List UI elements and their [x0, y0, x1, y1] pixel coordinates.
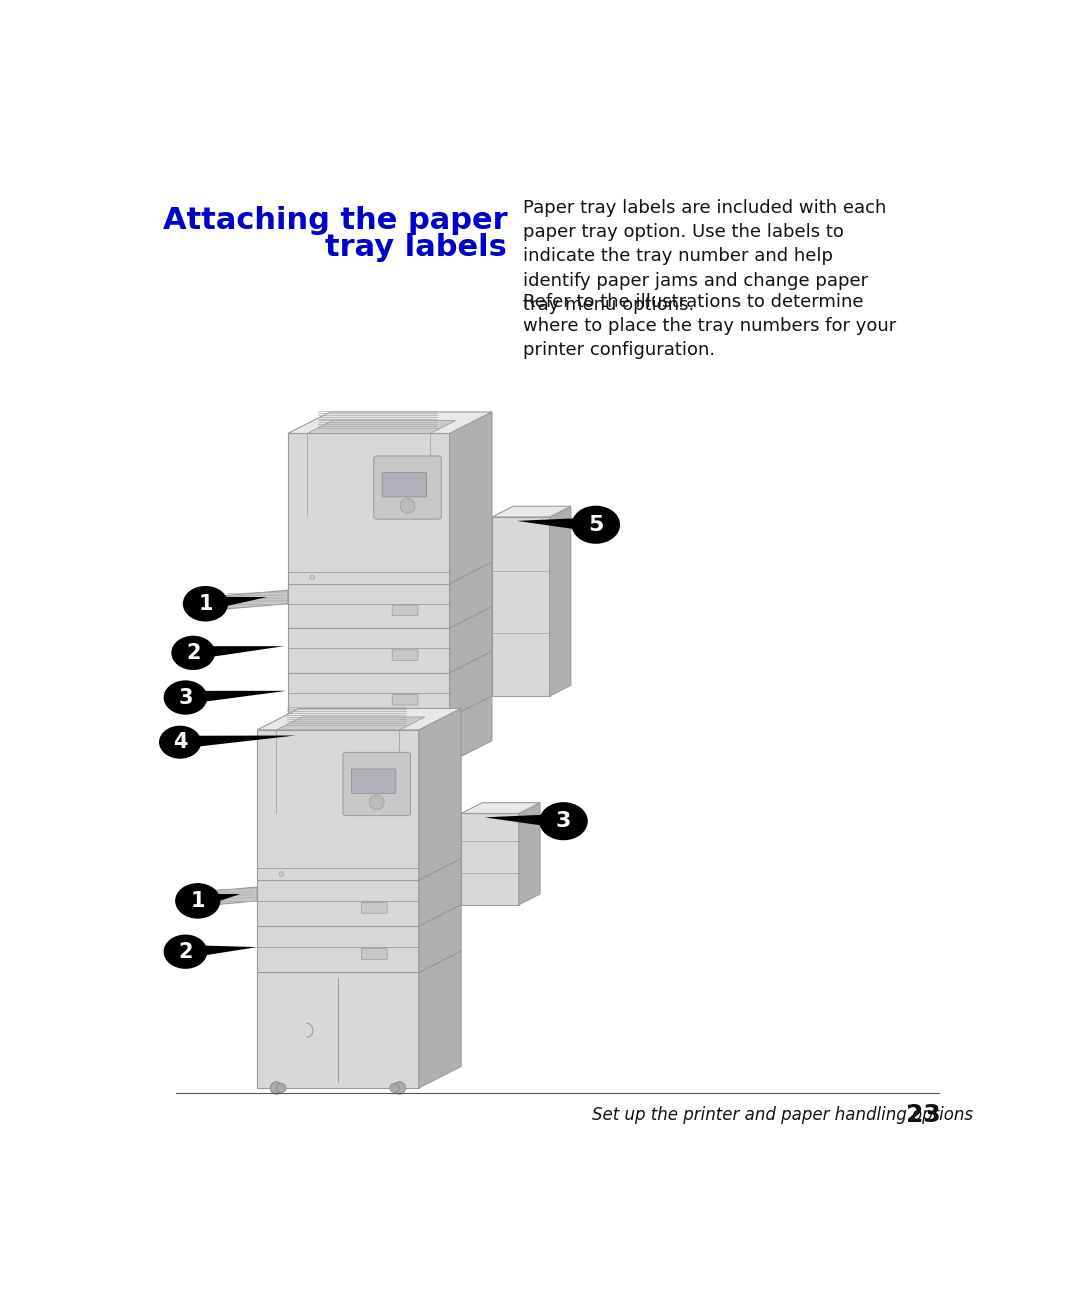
Polygon shape: [491, 517, 550, 696]
Polygon shape: [419, 905, 461, 972]
Polygon shape: [257, 730, 419, 880]
FancyBboxPatch shape: [374, 456, 442, 520]
Polygon shape: [185, 691, 286, 704]
Ellipse shape: [571, 505, 620, 544]
Circle shape: [414, 758, 421, 766]
Ellipse shape: [163, 680, 207, 714]
Polygon shape: [517, 517, 596, 533]
Circle shape: [276, 1083, 286, 1093]
Polygon shape: [485, 814, 564, 828]
FancyBboxPatch shape: [392, 605, 418, 616]
FancyBboxPatch shape: [392, 649, 418, 661]
Circle shape: [310, 575, 314, 579]
Polygon shape: [307, 421, 456, 433]
Ellipse shape: [159, 726, 201, 758]
Ellipse shape: [183, 586, 228, 622]
Text: 1: 1: [190, 890, 205, 911]
Text: 3: 3: [178, 687, 192, 708]
Text: 5: 5: [589, 515, 604, 535]
FancyBboxPatch shape: [392, 695, 418, 705]
FancyBboxPatch shape: [351, 769, 396, 793]
FancyBboxPatch shape: [382, 473, 427, 496]
Polygon shape: [276, 717, 424, 730]
FancyBboxPatch shape: [362, 902, 387, 914]
Circle shape: [400, 499, 415, 513]
Polygon shape: [185, 945, 257, 958]
Text: tray labels: tray labels: [325, 233, 508, 262]
Text: 23: 23: [906, 1103, 941, 1128]
Polygon shape: [288, 673, 449, 718]
Ellipse shape: [539, 802, 588, 840]
Text: 2: 2: [178, 942, 192, 962]
FancyBboxPatch shape: [362, 949, 387, 959]
Polygon shape: [419, 858, 461, 927]
Polygon shape: [179, 736, 296, 749]
Polygon shape: [205, 597, 267, 610]
Polygon shape: [449, 607, 491, 673]
Polygon shape: [288, 629, 449, 673]
Polygon shape: [419, 709, 461, 880]
Ellipse shape: [175, 883, 220, 919]
Text: 3: 3: [556, 811, 571, 831]
Polygon shape: [218, 591, 288, 609]
Polygon shape: [461, 802, 540, 814]
Text: Set up the printer and paper handling options: Set up the printer and paper handling op…: [592, 1105, 973, 1124]
Polygon shape: [288, 412, 491, 433]
Polygon shape: [550, 507, 571, 696]
Polygon shape: [257, 951, 461, 972]
Circle shape: [279, 872, 284, 876]
Polygon shape: [288, 718, 449, 762]
Text: 4: 4: [173, 732, 187, 752]
Circle shape: [308, 758, 316, 766]
Circle shape: [270, 1082, 283, 1094]
Text: Attaching the paper: Attaching the paper: [163, 206, 508, 236]
Polygon shape: [518, 802, 540, 905]
Polygon shape: [192, 647, 284, 660]
FancyBboxPatch shape: [343, 753, 410, 815]
Text: Paper tray labels are included with each
paper tray option. Use the labels to
in: Paper tray labels are included with each…: [523, 198, 886, 314]
Text: Refer to the illustrations to determine
where to place the tray numbers for your: Refer to the illustrations to determine …: [523, 293, 896, 359]
Polygon shape: [257, 880, 419, 927]
Polygon shape: [257, 972, 419, 1087]
Polygon shape: [449, 562, 491, 629]
Circle shape: [390, 1083, 400, 1093]
Polygon shape: [419, 951, 461, 1087]
Polygon shape: [449, 652, 491, 718]
Text: 1: 1: [199, 594, 213, 614]
Polygon shape: [449, 696, 491, 762]
Polygon shape: [257, 927, 419, 972]
FancyBboxPatch shape: [392, 739, 418, 749]
Polygon shape: [288, 433, 449, 583]
Polygon shape: [449, 412, 491, 583]
Polygon shape: [461, 814, 518, 905]
Ellipse shape: [172, 636, 215, 670]
Polygon shape: [288, 583, 449, 629]
Polygon shape: [191, 886, 257, 907]
Text: 2: 2: [186, 643, 201, 662]
Polygon shape: [491, 507, 571, 517]
Circle shape: [369, 794, 384, 810]
Ellipse shape: [163, 934, 207, 969]
Circle shape: [393, 1082, 405, 1094]
Polygon shape: [197, 894, 241, 907]
Polygon shape: [257, 709, 461, 730]
